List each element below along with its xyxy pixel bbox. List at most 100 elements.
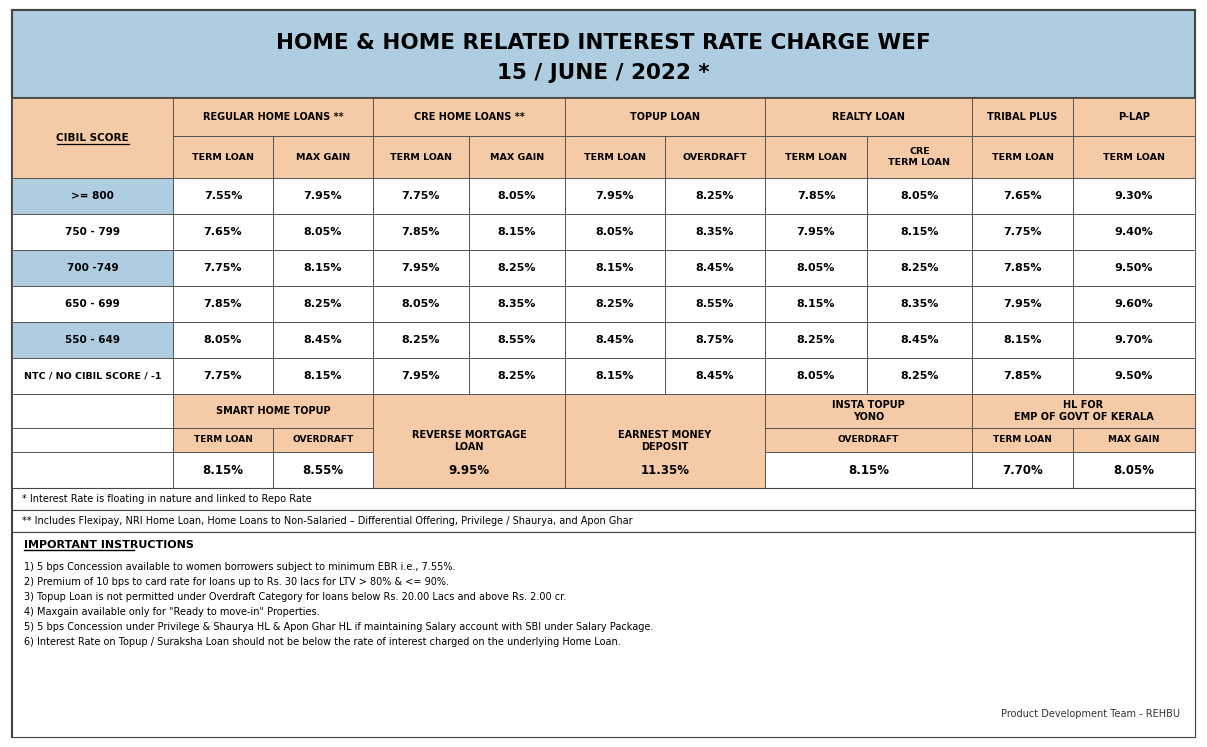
Bar bbox=[273, 286, 373, 322]
Text: 8.05%: 8.05% bbox=[797, 263, 835, 273]
Text: 3) Topup Loan is not permitted under Overdraft Category for loans below Rs. 20.0: 3) Topup Loan is not permitted under Ove… bbox=[24, 592, 566, 602]
Bar bbox=[173, 178, 273, 214]
Text: TRIBAL PLUS: TRIBAL PLUS bbox=[987, 112, 1057, 122]
Bar bbox=[12, 428, 173, 452]
Text: 7.65%: 7.65% bbox=[1003, 191, 1042, 201]
Text: 8.45%: 8.45% bbox=[900, 335, 939, 345]
Text: TERM LOAN: TERM LOAN bbox=[193, 436, 252, 444]
Bar bbox=[373, 322, 470, 358]
Text: 9.95%: 9.95% bbox=[449, 463, 490, 477]
Text: 7.85%: 7.85% bbox=[797, 191, 835, 201]
Text: ** Includes Flexipay, NRI Home Loan, Home Loans to Non-Salaried – Differential O: ** Includes Flexipay, NRI Home Loan, Hom… bbox=[22, 516, 632, 526]
Text: TERM LOAN: TERM LOAN bbox=[993, 436, 1053, 444]
Text: 8.05%: 8.05% bbox=[304, 227, 343, 237]
Bar bbox=[867, 214, 972, 250]
Bar bbox=[765, 322, 867, 358]
Text: REVERSE MORTGAGE
LOAN: REVERSE MORTGAGE LOAN bbox=[412, 430, 526, 452]
Bar bbox=[373, 250, 470, 286]
Text: 7.95%: 7.95% bbox=[402, 371, 441, 381]
Text: 8.25%: 8.25% bbox=[304, 299, 343, 309]
Bar bbox=[765, 250, 867, 286]
Text: 7.75%: 7.75% bbox=[1003, 227, 1042, 237]
Text: 8.25%: 8.25% bbox=[497, 263, 536, 273]
Bar bbox=[173, 322, 273, 358]
Text: 7.65%: 7.65% bbox=[204, 227, 243, 237]
Bar bbox=[12, 394, 173, 428]
Bar bbox=[373, 286, 470, 322]
Text: 8.25%: 8.25% bbox=[797, 335, 835, 345]
Text: MAX GAIN: MAX GAIN bbox=[296, 152, 350, 161]
Text: 8.35%: 8.35% bbox=[695, 227, 734, 237]
Text: 8.05%: 8.05% bbox=[797, 371, 835, 381]
Text: 8.05%: 8.05% bbox=[402, 299, 441, 309]
Text: TERM LOAN: TERM LOAN bbox=[390, 152, 451, 161]
Bar bbox=[1073, 286, 1195, 322]
Text: * Interest Rate is floating in nature and linked to Repo Rate: * Interest Rate is floating in nature an… bbox=[22, 494, 311, 504]
Text: 9.50%: 9.50% bbox=[1115, 263, 1153, 273]
Bar bbox=[1073, 178, 1195, 214]
Text: 8.15%: 8.15% bbox=[797, 299, 835, 309]
Text: OVERDRAFT: OVERDRAFT bbox=[838, 436, 899, 444]
Bar bbox=[565, 322, 665, 358]
Text: 8.45%: 8.45% bbox=[695, 263, 734, 273]
Bar bbox=[173, 136, 273, 178]
Text: 8.15%: 8.15% bbox=[1003, 335, 1042, 345]
Bar bbox=[1073, 250, 1195, 286]
Bar bbox=[173, 214, 273, 250]
Text: 8.15%: 8.15% bbox=[596, 263, 634, 273]
Bar bbox=[373, 214, 470, 250]
Bar bbox=[273, 214, 373, 250]
Bar bbox=[470, 178, 565, 214]
Bar bbox=[565, 98, 765, 136]
Text: 9.50%: 9.50% bbox=[1115, 371, 1153, 381]
Bar bbox=[765, 394, 972, 428]
Text: CIBIL SCORE: CIBIL SCORE bbox=[57, 133, 129, 143]
Text: 8.05%: 8.05% bbox=[204, 335, 243, 345]
Text: 8.25%: 8.25% bbox=[900, 263, 939, 273]
Text: 8.35%: 8.35% bbox=[497, 299, 536, 309]
Text: 8.75%: 8.75% bbox=[695, 335, 734, 345]
Bar bbox=[1073, 358, 1195, 394]
Bar bbox=[765, 428, 972, 452]
Text: NTC / NO CIBIL SCORE / -1: NTC / NO CIBIL SCORE / -1 bbox=[24, 371, 162, 380]
Bar bbox=[665, 358, 765, 394]
Text: >= 800: >= 800 bbox=[71, 191, 113, 201]
Bar bbox=[173, 250, 273, 286]
Bar bbox=[867, 322, 972, 358]
Bar bbox=[972, 214, 1073, 250]
Bar bbox=[12, 322, 173, 358]
Text: 8.25%: 8.25% bbox=[497, 371, 536, 381]
Bar bbox=[665, 286, 765, 322]
Text: 7.95%: 7.95% bbox=[797, 227, 835, 237]
Bar bbox=[765, 358, 867, 394]
Bar bbox=[565, 358, 665, 394]
Text: 700 -749: 700 -749 bbox=[66, 263, 118, 273]
Text: 7.85%: 7.85% bbox=[402, 227, 441, 237]
Bar bbox=[1073, 428, 1195, 452]
Bar bbox=[12, 532, 1195, 737]
Bar bbox=[173, 452, 273, 488]
Bar bbox=[1073, 136, 1195, 178]
Text: 8.15%: 8.15% bbox=[304, 263, 343, 273]
Bar bbox=[867, 136, 972, 178]
Text: HOME & HOME RELATED INTEREST RATE CHARGE WEF: HOME & HOME RELATED INTEREST RATE CHARGE… bbox=[276, 34, 931, 54]
Text: 8.55%: 8.55% bbox=[497, 335, 536, 345]
Bar bbox=[273, 136, 373, 178]
Bar bbox=[12, 286, 173, 322]
Bar bbox=[12, 10, 1195, 98]
Text: INSTA TOPUP
YONO: INSTA TOPUP YONO bbox=[832, 400, 905, 422]
Text: HL FOR
EMP OF GOVT OF KERALA: HL FOR EMP OF GOVT OF KERALA bbox=[1014, 400, 1154, 422]
Bar bbox=[765, 136, 867, 178]
Text: 8.25%: 8.25% bbox=[402, 335, 441, 345]
Text: 7.75%: 7.75% bbox=[204, 371, 243, 381]
Text: 8.15%: 8.15% bbox=[849, 463, 890, 477]
Bar bbox=[665, 136, 765, 178]
Text: TERM LOAN: TERM LOAN bbox=[1103, 152, 1165, 161]
Bar bbox=[1073, 452, 1195, 488]
Text: 8.45%: 8.45% bbox=[596, 335, 635, 345]
Bar bbox=[972, 98, 1073, 136]
Bar bbox=[765, 214, 867, 250]
Bar bbox=[173, 428, 273, 452]
Text: 8.25%: 8.25% bbox=[900, 371, 939, 381]
Text: 550 - 649: 550 - 649 bbox=[65, 335, 119, 345]
